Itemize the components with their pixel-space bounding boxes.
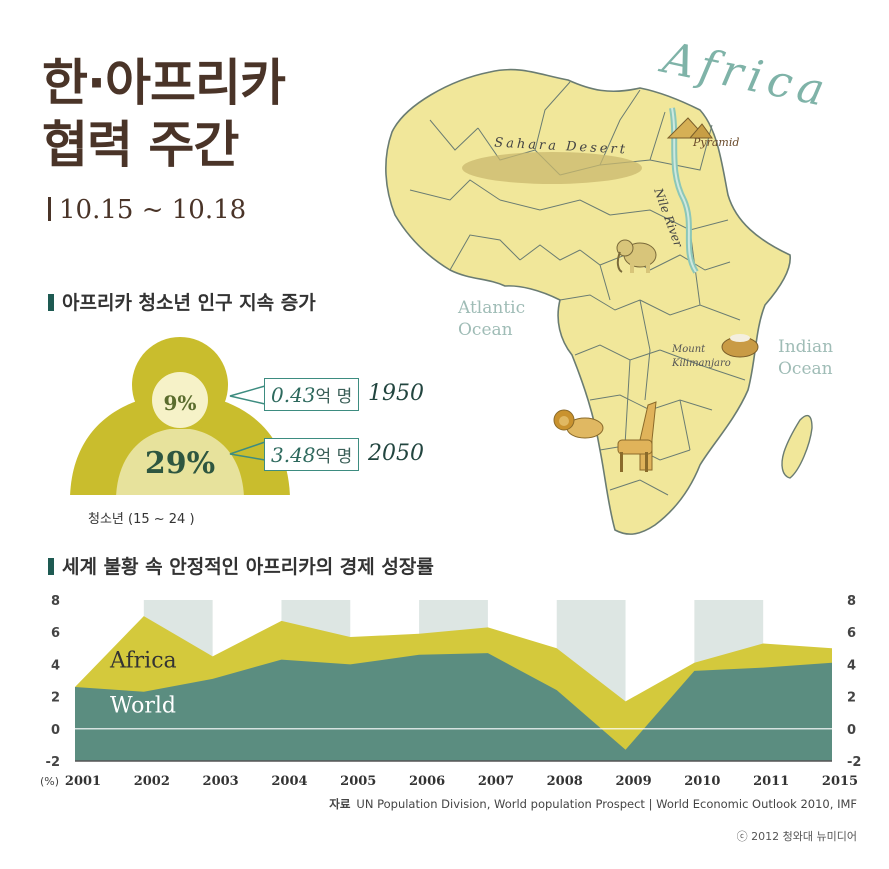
madagascar [781,414,813,479]
sahara-desert-shape [462,152,642,184]
y-tick-label-left: 4 [51,658,60,673]
callout-1950-box: 0.43억 명 [264,378,360,411]
indian-label-2: Ocean [778,359,833,379]
y-tick-label-right: 4 [847,658,856,673]
y-tick-label-left: -2 [46,755,60,770]
x-tick-label: 2006 [409,774,445,789]
indian-label-1: Indian [778,337,833,357]
series-area-world [75,653,832,761]
page-title: 한·아프리카 협력 주간 [42,52,286,176]
x-tick-label: 2004 [271,774,307,789]
y-tick-label-left: 6 [51,626,60,641]
atlantic-label-1: Atlantic [457,298,525,318]
callout-2050-box: 3.48억 명 [264,438,360,471]
series-label-world: World [110,694,176,719]
y-tick-label-right: 2 [847,691,856,706]
callout-pointers [229,385,266,461]
x-tick-label: 2011 [753,774,789,789]
atlantic-label-2: Ocean [458,320,513,340]
growth-chart: 8 8 6 6 4 4 2 2 0 0 -2 -2 2001 2002 2003 2004 2005 2006 20… [40,594,861,789]
section-growth-title: 세계 불황 속 안정적인 아프리카의 경제 성장률 [48,552,434,579]
sahara-label: Sahara Desert [494,136,628,158]
y-tick-label-right: -2 [847,755,861,770]
callout-1950-unit: 억 명 [315,387,353,407]
x-tick-label: 2005 [340,774,376,789]
pyramid-icon [666,117,713,139]
section-mark [48,294,54,311]
youth-inner-dome [116,429,244,495]
country-borders [409,81,746,496]
callout-2050-year: 2050 [368,441,424,466]
y-tick-label-left: 0 [51,723,60,738]
y-tick-label-right: 6 [847,626,856,641]
africa-map: Africa Sahara Desert Pyramid Nile River … [385,32,835,535]
section-youth-title: 아프리카 청소년 인구 지속 증가 [48,288,316,315]
x-tick-label: 2015 [822,774,858,789]
x-tick-label: 2002 [134,774,170,789]
kilimanjaro-icon [721,334,759,358]
x-tick-label: 2007 [478,774,514,789]
callout-2050-unit: 억 명 [315,447,353,467]
callout-2050-value: 3.48 [271,443,316,467]
youth-graphic: 9% 29% [70,337,290,495]
callout-1950-value: 0.43 [271,383,316,407]
pyramid-label: Pyramid [692,136,739,149]
callout-1950-year: 1950 [368,381,424,406]
x-tick-label: 2010 [684,774,720,789]
source-label: 자료 [329,797,351,811]
youth-inner-head [152,372,208,428]
kilimanjaro-label-1: Mount [671,344,706,355]
elephant-icon [616,239,657,273]
copyright: ⓒ 2012 청와대 뉴미디어 [736,830,857,843]
x-tick-label: 2003 [203,774,239,789]
source-text: UN Population Division, World population… [356,797,857,811]
youth-outer-percent: 29% [145,446,215,481]
title-line-2: 협력 주간 [42,116,239,174]
title-line-1: 한·아프리카 [42,54,286,112]
date-text: 10.15 ~ 10.18 [59,195,247,225]
lion-icon [553,409,604,439]
section-mark [48,558,54,575]
section-youth-title-text: 아프리카 청소년 인구 지속 증가 [62,292,316,314]
series-label-africa: Africa [109,649,177,674]
africa-continent [385,68,791,535]
y-tick-label-left: 2 [51,691,60,706]
x-tick-label: 2009 [615,774,651,789]
unit-label: (%) [40,775,59,788]
giraffe-icon [617,401,657,472]
youth-caption: 청소년 (15 ~ 24 ) [88,512,195,527]
x-tick-label: 2008 [547,774,583,789]
y-tick-label-left: 8 [51,594,60,609]
source-note: 자료 UN Population Division, World populati… [329,796,857,812]
kilimanjaro-label-2: Kilimanjaro [671,358,731,369]
x-tick-label: 2001 [65,774,101,789]
y-tick-label-right: 8 [847,594,856,609]
youth-inner-percent: 9% [164,391,197,415]
section-growth-title-text: 세계 불황 속 안정적인 아프리카의 경제 성장률 [62,556,434,578]
event-date: 10.15 ~ 10.18 [48,195,246,225]
y-tick-label-right: 0 [847,723,856,738]
date-bar [48,197,51,221]
